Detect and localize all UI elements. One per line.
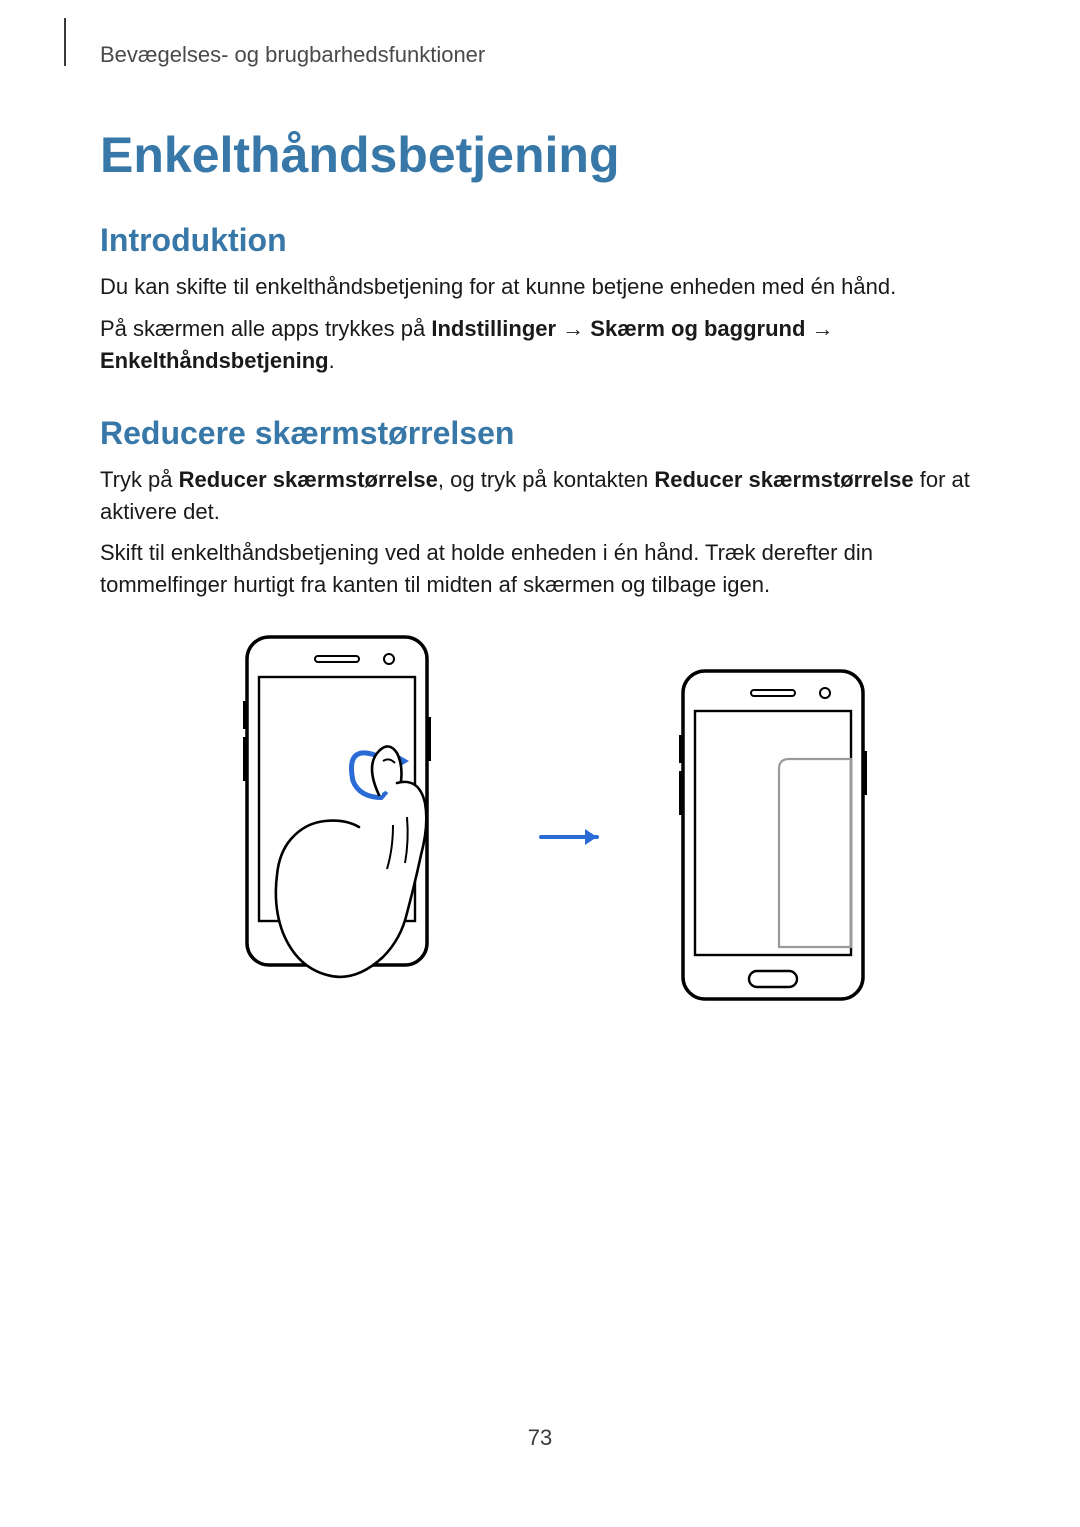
bold-text: Indstillinger (431, 316, 556, 341)
page-number: 73 (0, 1425, 1080, 1451)
text: På skærmen alle apps trykkes på (100, 316, 431, 341)
bold-text: Reducer skærmstørrelse (179, 467, 438, 492)
section-heading-intro: Introduktion (100, 222, 980, 259)
transition-arrow-icon (535, 817, 605, 857)
section-heading-reduce: Reducere skærmstørrelsen (100, 415, 980, 452)
intro-paragraph-1: Du kan skifte til enkelthåndsbetjening f… (100, 271, 980, 303)
text: , og tryk på kontakten (438, 467, 654, 492)
phone-result-illustration (673, 657, 873, 1017)
reduce-paragraph-2: Skift til enkelthåndsbetjening ved at ho… (100, 537, 980, 601)
text: . (329, 348, 335, 373)
bold-text: Enkelthåndsbetjening (100, 348, 329, 373)
intro-paragraph-2: På skærmen alle apps trykkes på Indstill… (100, 313, 980, 377)
running-head: Bevægelses- og brugbarhedsfunktioner (100, 42, 980, 68)
text: → (805, 316, 833, 341)
page-title: Enkelthåndsbetjening (100, 126, 980, 184)
text: → (556, 316, 590, 341)
reduce-paragraph-1: Tryk på Reducer skærmstørrelse, og tryk … (100, 464, 980, 528)
bold-text: Skærm og baggrund (590, 316, 805, 341)
phone-gesture-illustration (207, 627, 467, 1047)
text: Tryk på (100, 467, 179, 492)
figure-row (100, 627, 980, 1047)
header-rule (64, 18, 66, 66)
bold-text: Reducer skærmstørrelse (654, 467, 913, 492)
